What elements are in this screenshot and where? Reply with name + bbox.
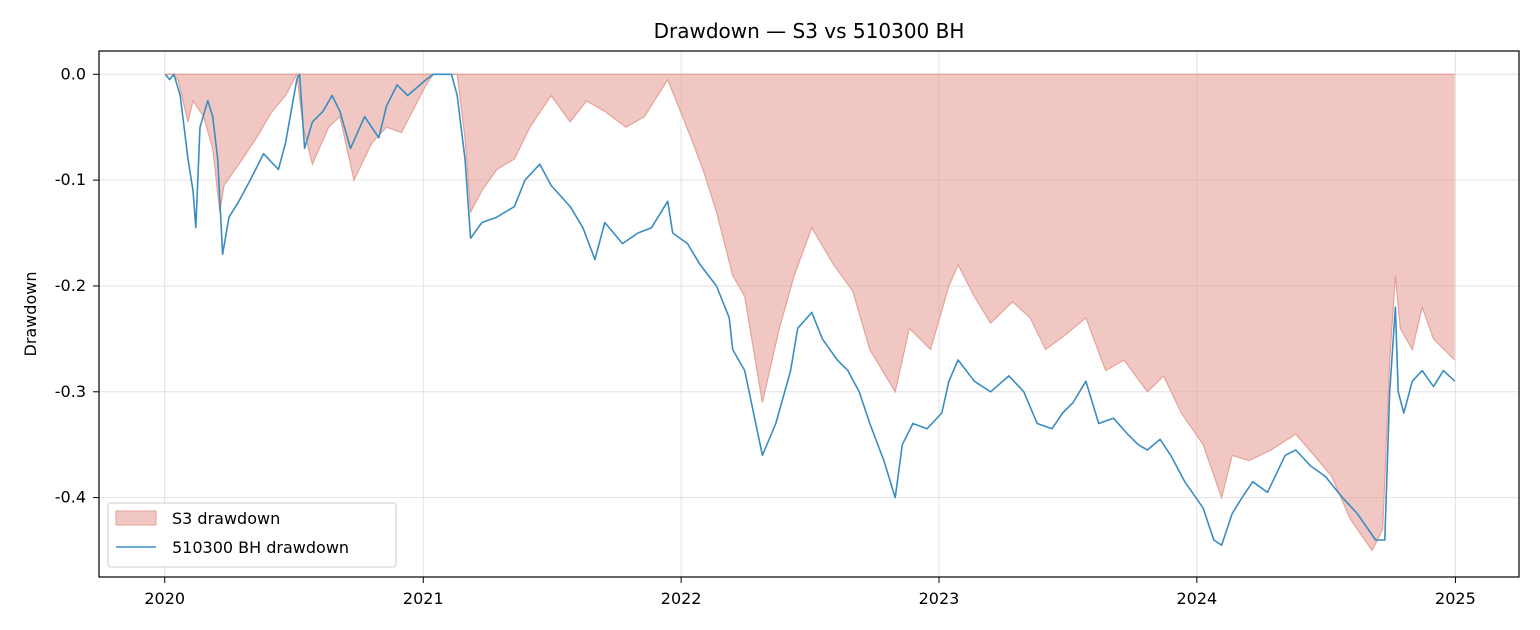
x-tick-label: 2025 bbox=[1435, 589, 1476, 608]
x-tick-label: 2020 bbox=[144, 589, 185, 608]
plot-data bbox=[164, 72, 1456, 552]
x-tick-label: 2021 bbox=[403, 589, 444, 608]
legend-label-s3: S3 drawdown bbox=[172, 509, 280, 528]
legend-box bbox=[107, 502, 397, 568]
x-tick-label: 2024 bbox=[1176, 589, 1217, 608]
y-tick-label: -0.1 bbox=[55, 170, 86, 189]
series-area-s3 bbox=[165, 74, 1455, 551]
x-tick-label: 2023 bbox=[919, 589, 960, 608]
legend-label-510300: 510300 BH drawdown bbox=[172, 538, 349, 557]
legend-swatch-s3 bbox=[115, 510, 157, 526]
series-line-510300 bbox=[164, 73, 1456, 546]
chart-title: Drawdown — S3 vs 510300 BH bbox=[654, 19, 965, 43]
series-edge-s3 bbox=[165, 72, 1456, 552]
legend: S3 drawdown 510300 BH drawdown bbox=[107, 502, 397, 568]
x-tick-label: 2022 bbox=[661, 589, 702, 608]
axis-ticks: 2020 2021 2022 2023 2024 2025 0.0 -0.1 -0.2 -0.3 -… bbox=[55, 64, 1476, 608]
y-tick-label: -0.4 bbox=[55, 488, 86, 507]
y-tick-label: -0.2 bbox=[55, 276, 86, 295]
y-tick-label: -0.3 bbox=[55, 382, 86, 401]
y-axis-title: Drawdown bbox=[21, 272, 40, 357]
plot-frame bbox=[98, 50, 1520, 578]
y-tick-label: 0.0 bbox=[61, 64, 86, 83]
